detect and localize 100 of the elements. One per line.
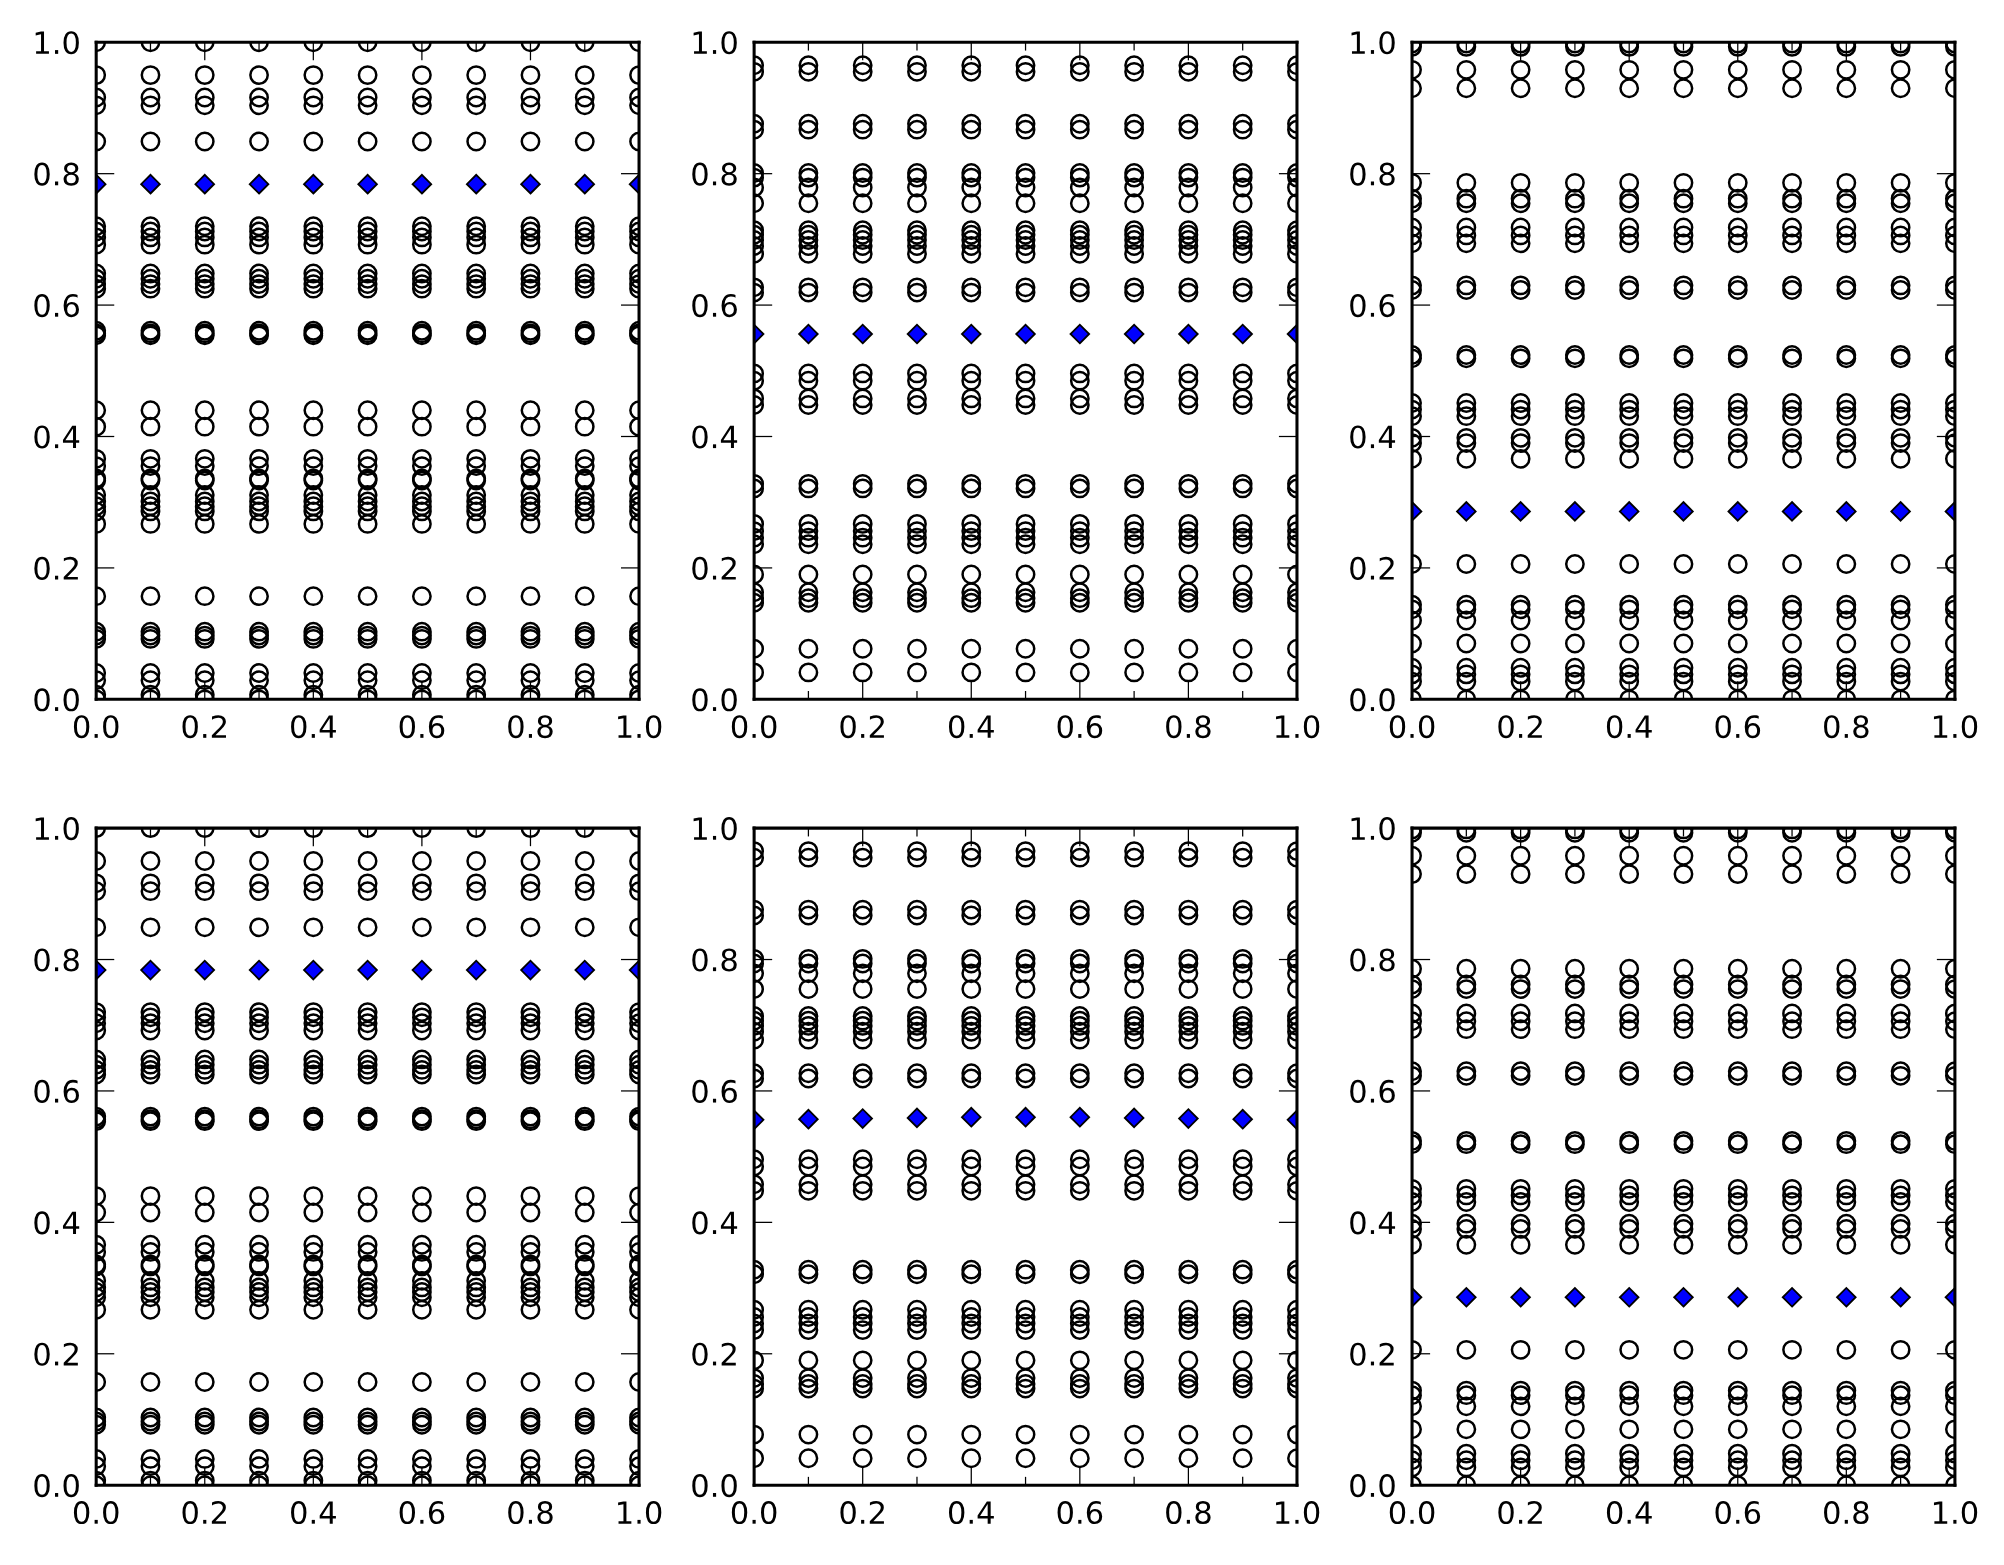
point bbox=[1069, 282, 1090, 303]
point bbox=[1836, 448, 1857, 469]
point bbox=[411, 1054, 432, 1075]
point bbox=[574, 448, 595, 469]
point bbox=[1178, 395, 1199, 415]
point bbox=[961, 236, 982, 256]
point bbox=[1124, 363, 1145, 384]
point bbox=[1836, 225, 1857, 246]
point bbox=[1124, 236, 1145, 256]
point bbox=[1456, 1457, 1477, 1478]
point bbox=[303, 496, 324, 517]
point bbox=[249, 1241, 269, 1262]
x-tick-label: 0.2 bbox=[1498, 1501, 1542, 1525]
point bbox=[1727, 845, 1748, 866]
point bbox=[140, 173, 161, 195]
y-tick-label: 0.8 bbox=[1350, 948, 1395, 972]
point bbox=[961, 1106, 982, 1128]
point bbox=[961, 177, 982, 198]
point bbox=[1124, 527, 1145, 548]
point bbox=[1178, 193, 1199, 214]
point bbox=[1510, 657, 1531, 678]
point bbox=[798, 395, 819, 415]
point bbox=[574, 851, 595, 871]
point bbox=[466, 456, 487, 476]
y-tick-label: 0.2 bbox=[1350, 1342, 1394, 1366]
point bbox=[1456, 1185, 1477, 1206]
point bbox=[466, 216, 487, 237]
point bbox=[574, 65, 595, 86]
point bbox=[1015, 1010, 1036, 1031]
point bbox=[520, 873, 541, 894]
point bbox=[1069, 277, 1090, 298]
point bbox=[1564, 1178, 1585, 1199]
point bbox=[574, 1277, 595, 1298]
point bbox=[1069, 1299, 1090, 1320]
point bbox=[1836, 172, 1857, 193]
point bbox=[1178, 1029, 1199, 1050]
point bbox=[1069, 370, 1090, 391]
x-tick-label: 0.0 bbox=[731, 1501, 777, 1525]
point bbox=[852, 963, 873, 984]
point bbox=[1890, 1450, 1911, 1471]
point bbox=[907, 521, 927, 542]
point bbox=[1727, 1011, 1748, 1032]
point bbox=[357, 278, 378, 299]
point bbox=[1015, 363, 1036, 384]
point bbox=[1890, 1185, 1911, 1206]
y-tick-label: 0.6 bbox=[34, 1079, 79, 1103]
point bbox=[1564, 979, 1585, 1000]
point bbox=[466, 1059, 487, 1080]
point bbox=[1015, 119, 1036, 140]
y-tick-label: 0.0 bbox=[692, 688, 737, 712]
point bbox=[1890, 1019, 1911, 1040]
point bbox=[303, 881, 324, 902]
point bbox=[907, 1264, 927, 1285]
point bbox=[1673, 393, 1694, 413]
point bbox=[1782, 610, 1802, 631]
point bbox=[1782, 406, 1802, 427]
point bbox=[249, 416, 269, 437]
point bbox=[357, 65, 378, 86]
point bbox=[798, 534, 819, 555]
point bbox=[1619, 554, 1640, 574]
point bbox=[194, 851, 215, 871]
point bbox=[1782, 448, 1802, 469]
point bbox=[194, 1059, 215, 1080]
point bbox=[357, 851, 378, 871]
point bbox=[1232, 282, 1253, 303]
point bbox=[852, 1156, 873, 1177]
point bbox=[852, 1307, 873, 1327]
point bbox=[1178, 363, 1199, 384]
point bbox=[798, 1156, 819, 1177]
point bbox=[574, 670, 595, 691]
point bbox=[1836, 280, 1857, 300]
point bbox=[194, 65, 215, 86]
point bbox=[1619, 845, 1640, 866]
point bbox=[1890, 1003, 1911, 1024]
point bbox=[466, 1270, 487, 1291]
point bbox=[1178, 521, 1199, 542]
point bbox=[1178, 323, 1199, 345]
point bbox=[852, 1374, 873, 1394]
point bbox=[907, 1307, 927, 1327]
point bbox=[1015, 1180, 1036, 1201]
point bbox=[1836, 275, 1857, 296]
x-tick-label: 0.8 bbox=[508, 715, 553, 739]
point bbox=[1232, 948, 1253, 969]
point bbox=[1564, 280, 1585, 300]
point bbox=[1510, 1185, 1531, 1206]
point bbox=[961, 534, 982, 555]
point bbox=[140, 216, 161, 237]
point bbox=[466, 274, 487, 294]
point bbox=[907, 905, 927, 926]
point bbox=[520, 234, 541, 255]
point bbox=[1727, 1457, 1748, 1478]
point bbox=[1015, 1320, 1036, 1341]
point bbox=[1836, 501, 1857, 522]
point bbox=[1124, 1156, 1145, 1177]
point bbox=[303, 586, 324, 607]
point bbox=[1456, 1380, 1477, 1401]
point bbox=[357, 87, 378, 108]
x-tick-label: 1.0 bbox=[1933, 1501, 1978, 1525]
point bbox=[249, 491, 269, 512]
x-tick-label: 0.0 bbox=[731, 715, 777, 739]
